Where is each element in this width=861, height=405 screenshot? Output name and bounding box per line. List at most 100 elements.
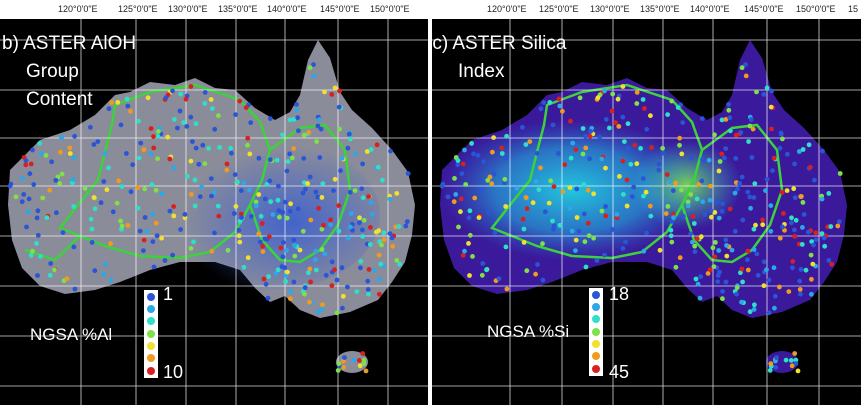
sample-point [243,105,249,110]
sample-point [811,242,816,248]
sample-point [308,217,314,223]
sample-point [670,188,676,194]
sample-point [47,272,53,278]
sample-point [745,189,751,195]
sample-point [745,267,751,273]
sample-point [190,139,195,145]
sample-point [455,162,461,168]
legend-max-value: 45 [609,362,630,382]
sample-point [191,239,196,245]
sample-point [59,135,64,141]
sample-point [259,221,265,226]
sample-point [361,217,367,223]
sample-point [813,230,819,236]
sample-point [135,185,141,190]
sample-point [768,104,774,110]
sample-point [193,121,199,127]
sample-point [40,195,46,201]
sample-point [377,276,382,282]
sample-point [260,249,266,255]
sample-point [768,361,774,367]
sample-point [660,145,665,151]
sample-point [594,258,600,263]
sample-point [357,215,362,221]
sample-point [208,97,214,102]
sample-point [71,204,77,209]
sample-point [717,269,722,275]
sample-point [28,161,34,167]
sample-point [315,123,321,129]
sample-point [707,267,713,273]
sample-point [625,121,631,127]
sample-point [24,224,29,230]
sample-point [231,211,237,216]
sample-point [583,134,588,139]
sample-point [726,107,732,113]
sample-point [560,189,566,195]
sample-point [720,289,725,294]
sample-point [456,224,461,230]
sample-point [580,126,586,131]
sample-point [211,189,217,195]
sample-point [791,186,797,192]
legend-min-value: 18 [609,284,630,304]
sample-point [755,272,761,278]
legend-dot [592,303,600,311]
sample-point [614,215,620,221]
sample-point [340,305,345,311]
sample-point [241,264,247,270]
sample-point [467,273,472,278]
sample-point [648,113,653,119]
sample-point [469,141,474,146]
sample-point [366,291,371,297]
sample-point [323,272,329,278]
sample-point [224,161,230,167]
sample-point [92,268,98,274]
sample-point [492,230,498,236]
sample-point [719,151,725,157]
sample-point [67,145,73,151]
longitude-label: 125°0'0"E [118,4,158,14]
sample-point [37,141,42,146]
sample-point [360,195,366,201]
sample-point [727,115,733,121]
sample-point [705,271,711,276]
sample-point [197,194,203,200]
sample-point [336,203,342,209]
sample-point [671,215,676,221]
sample-point [332,176,338,182]
sample-point [311,73,317,79]
sample-point [743,62,748,67]
sample-point [212,126,218,132]
sample-point [103,262,108,267]
sample-point [360,227,365,233]
sample-point [809,291,814,297]
sample-point [137,228,143,234]
sample-point [368,147,374,152]
sample-point [30,248,35,254]
sample-point [150,239,156,245]
sample-point [462,248,467,254]
sample-point [44,215,50,221]
sample-point [733,132,739,138]
sample-point [799,242,805,247]
sample-point [819,231,825,237]
sample-point [361,361,367,366]
sample-point [380,177,385,183]
sample-point [389,235,395,241]
sample-point [792,195,798,201]
sample-point [266,234,272,240]
sample-point [178,227,184,232]
sample-point [233,204,239,209]
sample-point [339,265,345,271]
sample-point [643,189,649,195]
sample-point [479,272,485,278]
sample-point [752,181,758,187]
sample-point [567,185,573,190]
panel-title-line: b) ASTER AlOH [2,33,137,54]
sample-point [763,188,768,194]
sample-point [108,277,114,283]
sample-point [779,189,785,195]
sample-point [739,299,744,305]
sample-point [151,264,157,270]
